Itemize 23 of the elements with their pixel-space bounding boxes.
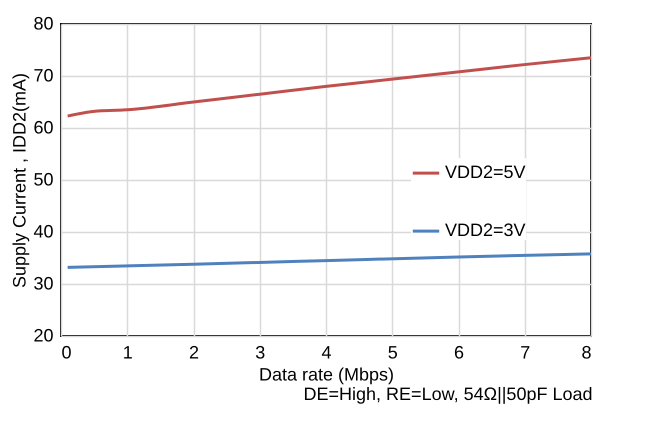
y-tick-label: 40 — [33, 222, 54, 242]
x-tick-label: 2 — [188, 342, 200, 362]
y-tick-label: 60 — [33, 118, 54, 138]
y-tick-label: 50 — [33, 170, 54, 190]
y-tick-label: 20 — [33, 326, 54, 346]
y-tick-label: 30 — [33, 274, 54, 294]
y-tick-label: 80 — [33, 14, 54, 34]
x-axis-title: Data rate (Mbps) — [258, 364, 394, 384]
x-tick-label: 1 — [122, 342, 133, 362]
x-tick-label: 0 — [62, 342, 72, 362]
x-tick-label: 4 — [321, 342, 332, 362]
x-tick-label: 3 — [255, 342, 266, 362]
line-series — [66, 252, 592, 269]
x-tick-label: 5 — [388, 342, 398, 362]
legend-label: VDD2=5V — [445, 162, 526, 182]
y-tick-label: 70 — [33, 66, 54, 86]
text: DE=High, RE=Low, 54Ω||50pF Load — [304, 384, 592, 404]
legend-label: VDD2=3V — [445, 220, 526, 240]
x-tick-label: 8 — [581, 342, 592, 362]
y-axis-title: Supply Current , IDD2(mA) — [9, 72, 30, 288]
x-tick-label: 7 — [520, 342, 530, 362]
x-tick-label: 6 — [454, 342, 464, 362]
line-series — [66, 56, 592, 118]
